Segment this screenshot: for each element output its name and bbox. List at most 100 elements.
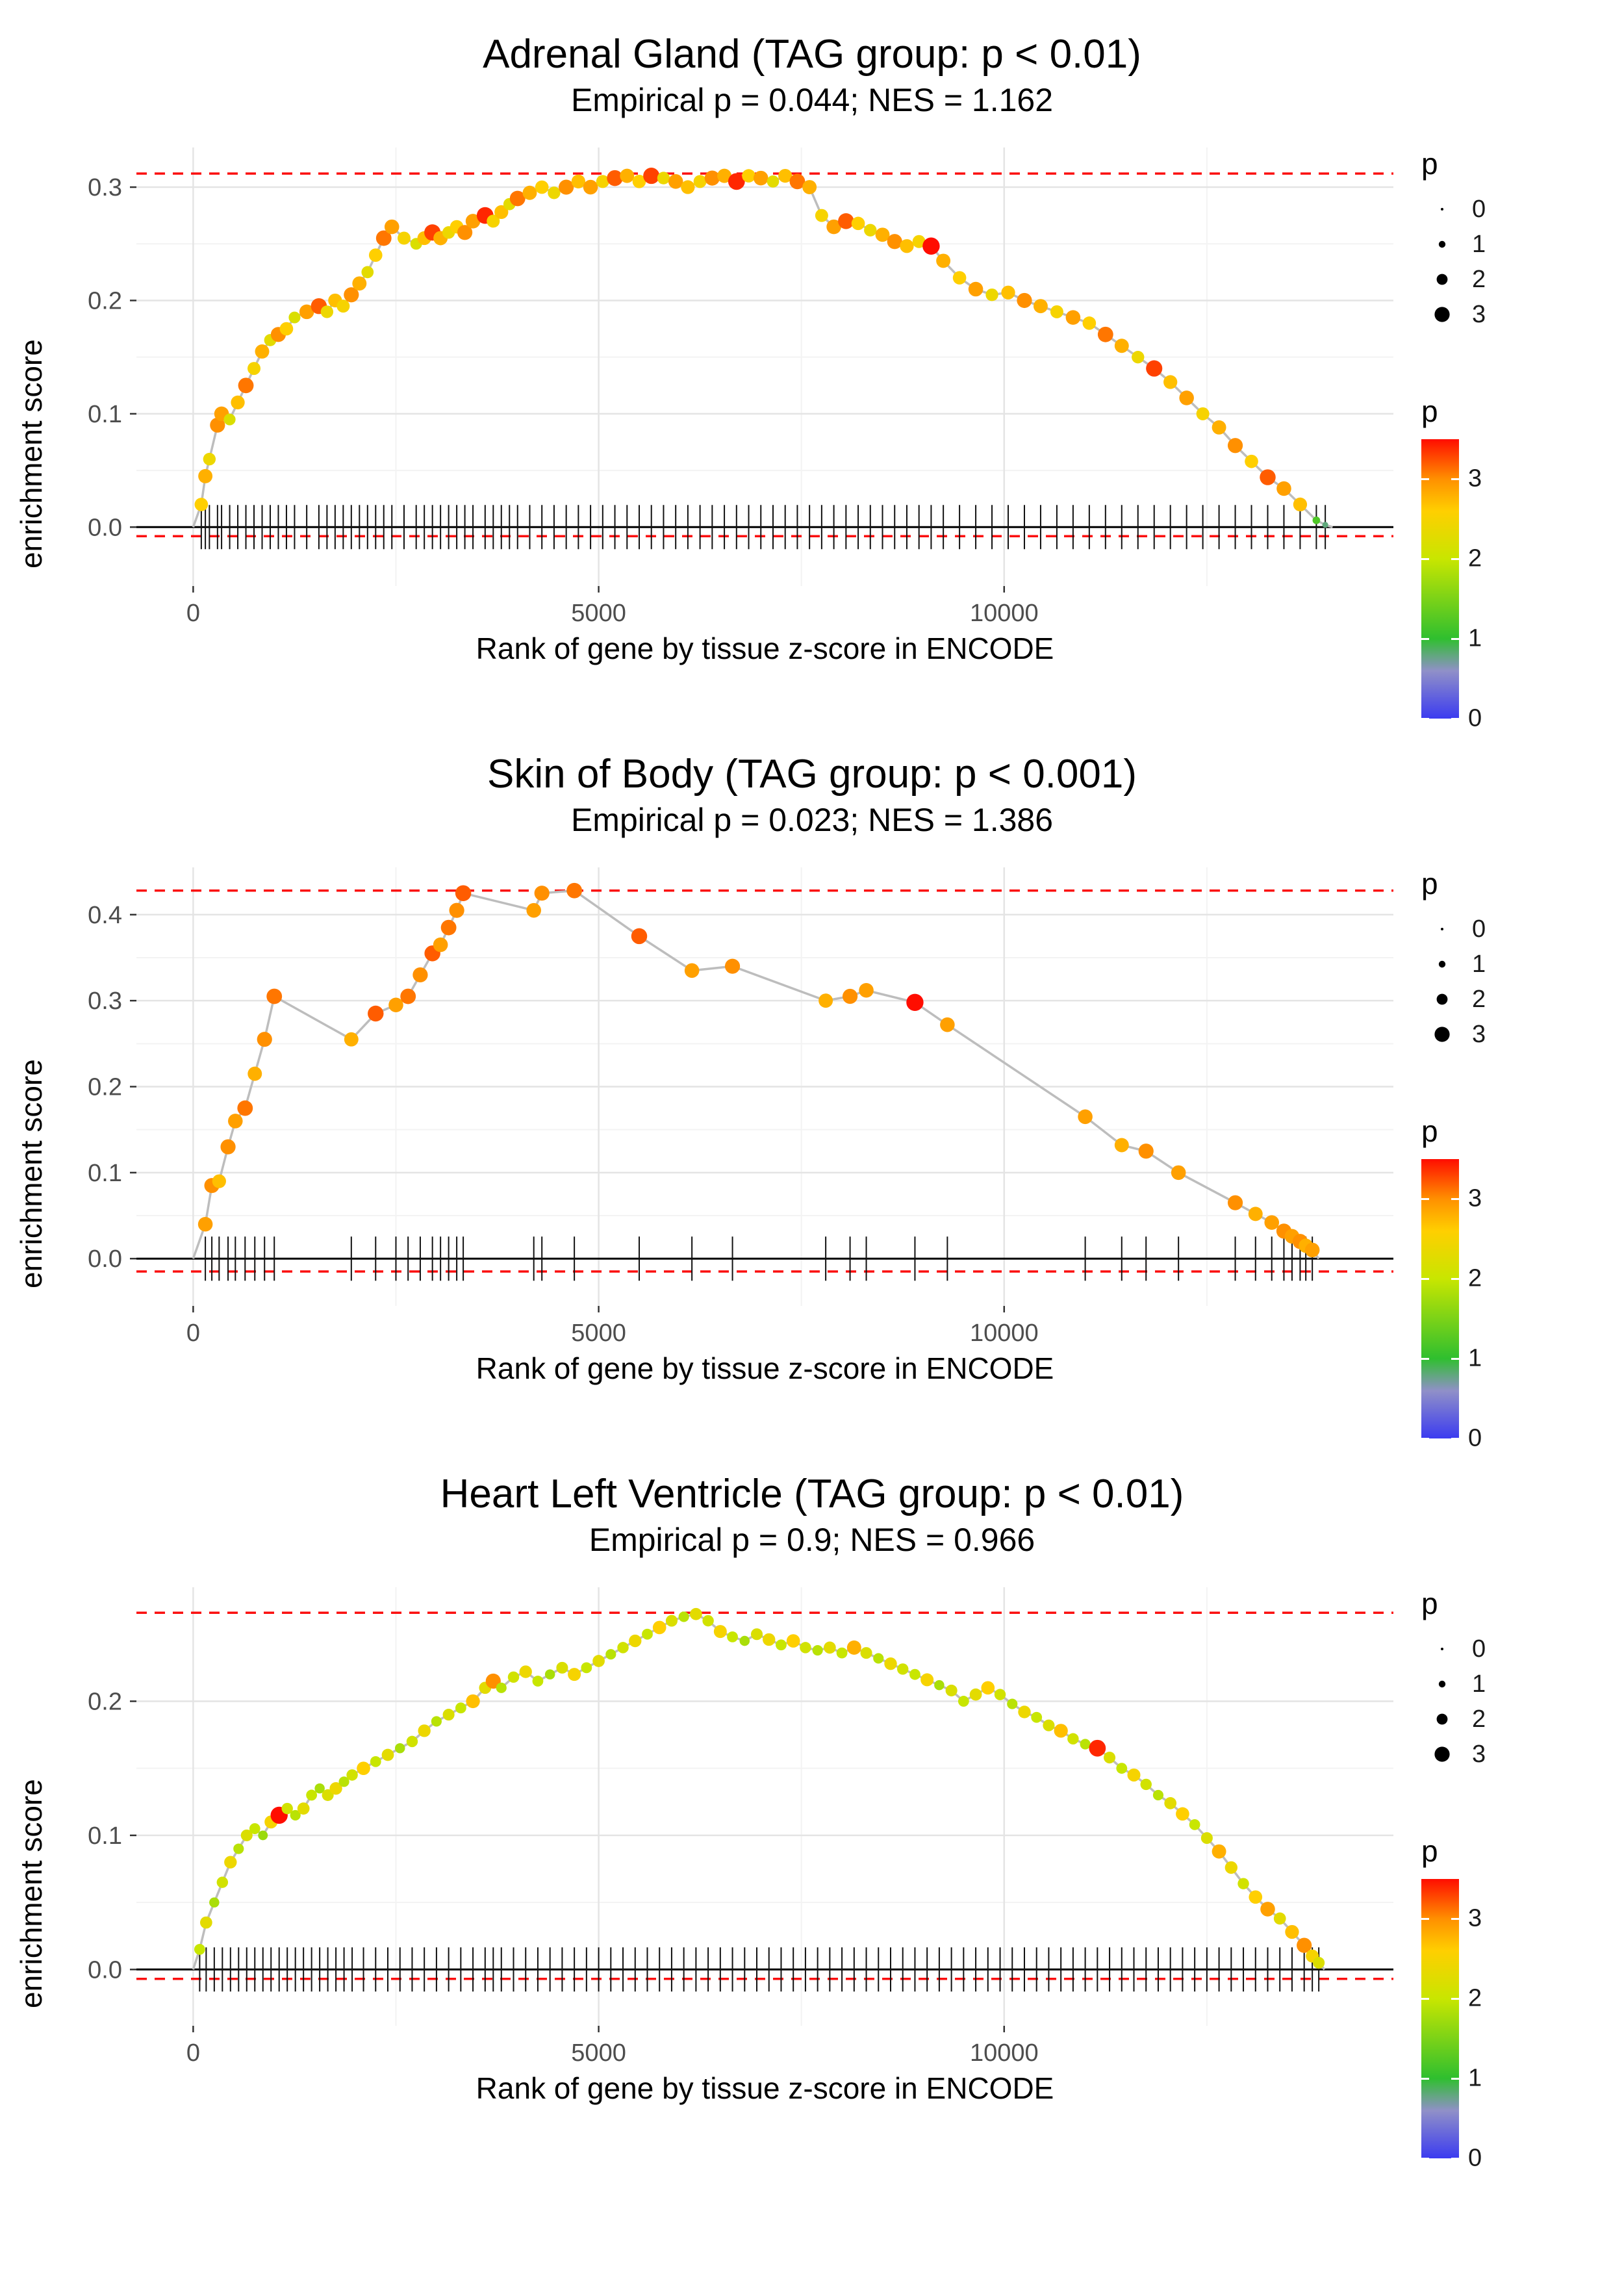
colorbar-tick <box>1421 478 1429 480</box>
colorbar-tick <box>1421 1357 1429 1360</box>
legend-column: p 0 1 2 3 p 3 2 1 0 <box>1403 128 1616 732</box>
size-legend-dot-icon <box>1438 1680 1446 1688</box>
size-legend-item: 3 <box>1421 297 1616 332</box>
colorbar-gradient <box>1421 439 1459 720</box>
size-legend-item: 1 <box>1421 227 1616 262</box>
enrichment-plot: 0 5000 10000 0.0 0.1 0.2 <box>88 1587 1393 2067</box>
size-legend-title: p <box>1421 147 1438 181</box>
colorbar-tick <box>1451 717 1459 720</box>
colorbar: 3 2 1 0 <box>1421 439 1616 732</box>
colorbar-label: 1 <box>1468 624 1482 652</box>
svg-text:0.2: 0.2 <box>88 1074 122 1101</box>
svg-text:0: 0 <box>186 1320 200 1347</box>
colorbar-tick <box>1421 1437 1429 1440</box>
legend-column: p 0 1 2 3 p 3 2 1 0 <box>1403 848 1616 1452</box>
size-legend-title: p <box>1421 867 1438 901</box>
panel-subtitle: Empirical p = 0.044; NES = 1.162 <box>570 82 1054 118</box>
svg-text:0: 0 <box>186 600 200 627</box>
colorbar-gradient <box>1421 1879 1459 2160</box>
plot-area: 0 5000 10000 0.0 0.1 0.2 Rank of gene by tiss… <box>52 1568 1403 2165</box>
svg-text:0.1: 0.1 <box>88 1160 122 1187</box>
panel-title: Adrenal Gland (TAG group: p < 0.01) <box>483 32 1141 77</box>
svg-text:0.0: 0.0 <box>88 514 122 541</box>
colorbar-label: 1 <box>1468 1344 1482 1372</box>
svg-text:10000: 10000 <box>970 2039 1039 2067</box>
colorbar-tick <box>1421 2077 1429 2080</box>
size-legend-item: 2 <box>1421 982 1616 1017</box>
colorbar-tick <box>1421 1277 1429 1280</box>
panel-subtitle: Empirical p = 0.023; NES = 1.386 <box>570 802 1054 838</box>
size-legend-item: 1 <box>1421 947 1616 982</box>
colorbar-tick <box>1421 717 1429 720</box>
size-legend-item: 0 <box>1421 912 1616 947</box>
plot-row: enrichment score 0 5000 10000 0.0 0.1 0.2 Ran… <box>0 1568 1624 2172</box>
size-legend: p 0 1 2 3 <box>1421 1586 1616 1772</box>
size-legend-item: 0 <box>1421 1631 1616 1667</box>
svg-text:10000: 10000 <box>970 600 1039 627</box>
size-legend-items: 0 1 2 3 <box>1421 192 1616 332</box>
colorbar-gradient <box>1421 1159 1459 1440</box>
plot-area: 0 5000 10000 0.0 0.1 0.2 0.3 0.4 Rank of gene b… <box>52 848 1403 1445</box>
color-legend: p 3 2 1 0 <box>1421 1114 1616 1452</box>
y-axis-label: enrichment score <box>14 1779 48 2009</box>
size-legend-items: 0 1 2 3 <box>1421 912 1616 1052</box>
size-legend-item: 0 <box>1421 192 1616 227</box>
colorbar-tick <box>1421 1917 1429 1920</box>
y-axis-label: enrichment score <box>14 339 48 569</box>
panel-heart-left-ventricle: Heart Left Ventricle (TAG group: p < 0.0… <box>0 1471 1624 2172</box>
gsea-report: Adrenal Gland (TAG group: p < 0.01) Empi… <box>0 32 1624 2172</box>
colorbar-label: 3 <box>1468 1184 1482 1212</box>
colorbar-tick <box>1451 1197 1459 1200</box>
plot-row: enrichment score 0 5000 10000 0.0 0.1 0.2 0.3 0… <box>0 848 1624 1452</box>
svg-text:0: 0 <box>186 2039 200 2067</box>
size-legend-value: 3 <box>1472 1020 1486 1048</box>
enrichment-plot: 0 5000 10000 0.0 0.1 0.2 0.3 <box>88 147 1393 627</box>
colorbar-tick <box>1421 637 1429 640</box>
size-legend-value: 1 <box>1472 1670 1486 1698</box>
size-legend-value: 3 <box>1472 1740 1486 1768</box>
colorbar-label: 3 <box>1468 465 1482 492</box>
svg-text:0.0: 0.0 <box>88 1956 122 1984</box>
size-legend-value: 1 <box>1472 230 1486 258</box>
colorbar-tick <box>1451 637 1459 640</box>
svg-text:0.1: 0.1 <box>88 401 122 428</box>
colorbar-label: 2 <box>1468 544 1482 572</box>
svg-text:5000: 5000 <box>571 1320 626 1347</box>
svg-text:5000: 5000 <box>571 2039 626 2067</box>
colorbar-tick <box>1451 557 1459 560</box>
size-legend-value: 2 <box>1472 1705 1486 1733</box>
size-legend-dot-icon <box>1434 1027 1450 1042</box>
size-legend-item: 3 <box>1421 1737 1616 1772</box>
panel-title: Heart Left Ventricle (TAG group: p < 0.0… <box>440 1472 1184 1516</box>
colorbar-tick <box>1451 2077 1459 2080</box>
size-legend-value: 0 <box>1472 915 1486 943</box>
x-axis-label: Rank of gene by tissue z-score in ENCODE <box>476 632 1054 665</box>
size-legend-value: 0 <box>1472 1635 1486 1663</box>
color-legend-title: p <box>1421 1114 1438 1148</box>
size-legend-value: 3 <box>1472 300 1486 328</box>
color-legend: p 3 2 1 0 <box>1421 1833 1616 2172</box>
color-legend-title: p <box>1421 394 1438 428</box>
colorbar-tick <box>1421 1197 1429 1200</box>
svg-text:0.3: 0.3 <box>88 174 122 201</box>
size-legend-dot-icon <box>1436 274 1448 285</box>
colorbar-tick <box>1421 557 1429 560</box>
size-legend-value: 2 <box>1472 265 1486 293</box>
svg-text:0.0: 0.0 <box>88 1246 122 1273</box>
colorbar-tick <box>1451 1277 1459 1280</box>
colorbar-label: 0 <box>1468 1424 1482 1452</box>
colorbar: 3 2 1 0 <box>1421 1879 1616 2172</box>
colorbar-tick <box>1421 1997 1429 2000</box>
x-axis-label: Rank of gene by tissue z-score in ENCODE <box>476 1351 1054 1385</box>
panel-skin-of-body: Skin of Body (TAG group: p < 0.001) Empi… <box>0 751 1624 1452</box>
x-axis-label: Rank of gene by tissue z-score in ENCODE <box>476 2071 1054 2105</box>
size-legend-item: 3 <box>1421 1017 1616 1052</box>
colorbar-tick <box>1451 2157 1459 2160</box>
plot-row: enrichment score 0 5000 10000 0.0 0.1 0.2 0.3 … <box>0 128 1624 732</box>
colorbar-label: 0 <box>1468 704 1482 732</box>
size-legend-item: 2 <box>1421 1702 1616 1737</box>
colorbar-tick <box>1451 1437 1459 1440</box>
size-legend: p 0 1 2 3 <box>1421 146 1616 332</box>
size-legend-items: 0 1 2 3 <box>1421 1631 1616 1772</box>
